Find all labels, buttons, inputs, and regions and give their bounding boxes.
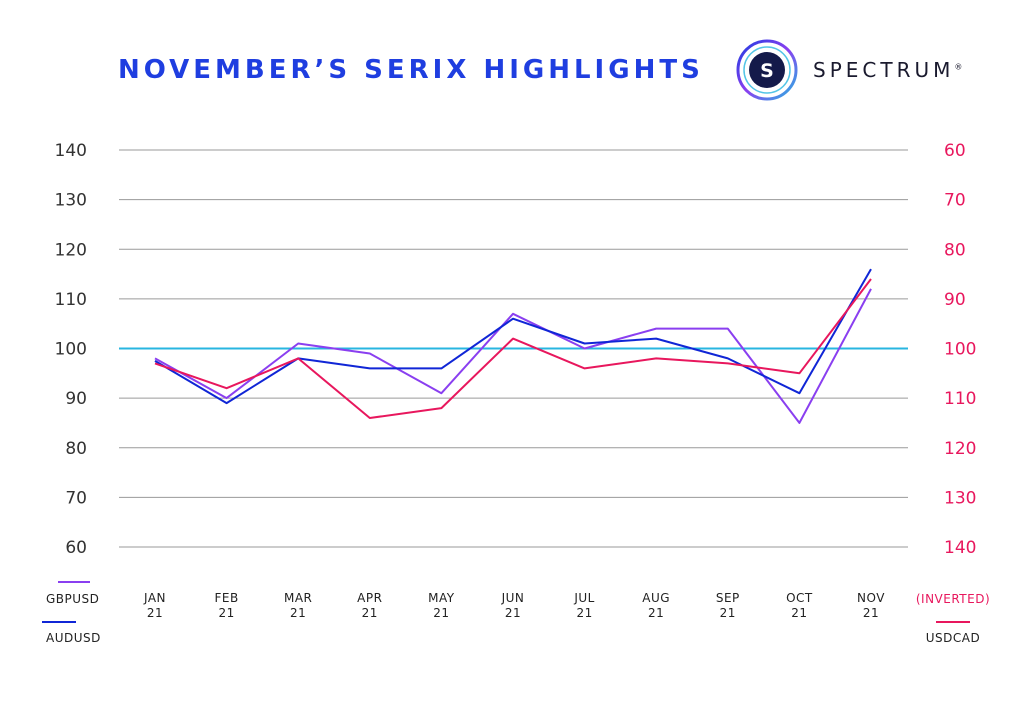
x-axis-month-label: SEP [716, 591, 740, 605]
left-axis-tick-label: 70 [65, 488, 87, 508]
x-axis-month-label: JAN [143, 591, 166, 605]
right-axis-tick-label: 80 [944, 240, 966, 260]
brand-name-text: SPECTRUM [813, 58, 955, 82]
left-axis-tick-label: 130 [55, 191, 87, 211]
x-axis-month-label: FEB [214, 591, 238, 605]
right-axis-tick-label: 60 [944, 141, 966, 161]
spectrum-logo-icon: S [736, 39, 798, 101]
right-axis-tick-label: 140 [944, 538, 976, 558]
x-axis-month-label: APR [357, 591, 382, 605]
x-axis-month-label: MAY [428, 591, 455, 605]
right-axis-tick-label: 130 [944, 488, 976, 508]
logo-letter: S [760, 60, 774, 82]
legend-label-usdcad: USDCAD [926, 631, 980, 645]
page-title: NOVEMBER’S SERIX HIGHLIGHTS [118, 55, 704, 85]
left-axis-tick-label: 120 [55, 240, 87, 260]
right-axis-inverted-note: (INVERTED) [916, 592, 990, 606]
x-axis-year-label: 21 [791, 606, 807, 620]
left-axis-tick-label: 100 [55, 340, 87, 360]
right-axis-tick-label: 100 [944, 340, 976, 360]
series-line-audusd [154, 268, 872, 405]
right-axis-tick-label: 120 [944, 439, 976, 459]
x-axis-year-label: 21 [576, 606, 592, 620]
x-axis-year-label: 21 [720, 606, 736, 620]
x-axis-year-label: 21 [218, 606, 234, 620]
right-axis-tick-label: 90 [944, 290, 966, 310]
left-axis-tick-label: 80 [65, 439, 87, 459]
x-axis-month-label: OCT [786, 591, 813, 605]
x-axis-month-label: MAR [284, 591, 312, 605]
left-axis-tick-label: 140 [55, 141, 87, 161]
right-axis-tick-label: 70 [944, 191, 966, 211]
series-line-gbpusd [154, 288, 872, 424]
x-axis-year-label: 21 [147, 606, 163, 620]
x-axis-year-label: 21 [433, 606, 449, 620]
x-axis-year-label: 21 [648, 606, 664, 620]
x-axis-year-label: 21 [290, 606, 306, 620]
brand-name: SPECTRUM® [813, 58, 962, 82]
x-axis-year-label: 21 [505, 606, 521, 620]
left-axis-tick-label: 90 [65, 389, 87, 409]
x-axis-month-label: JUL [573, 591, 595, 605]
brand-registered-mark: ® [954, 62, 963, 72]
legend-label-gbpusd: GBPUSD [46, 592, 99, 606]
right-axis-tick-label: 110 [944, 389, 976, 409]
left-axis-tick-label: 60 [65, 538, 87, 558]
x-axis-month-label: NOV [857, 591, 885, 605]
x-axis-month-label: AUG [642, 591, 670, 605]
brand-logo: S SPECTRUM® [735, 38, 962, 102]
x-axis-year-label: 21 [863, 606, 879, 620]
left-axis-tick-label: 110 [55, 290, 87, 310]
x-axis-month-label: JUN [501, 591, 525, 605]
x-axis-year-label: 21 [362, 606, 378, 620]
legend-label-audusd: AUDUSD [46, 631, 101, 645]
series-line-usdcad [154, 278, 872, 419]
